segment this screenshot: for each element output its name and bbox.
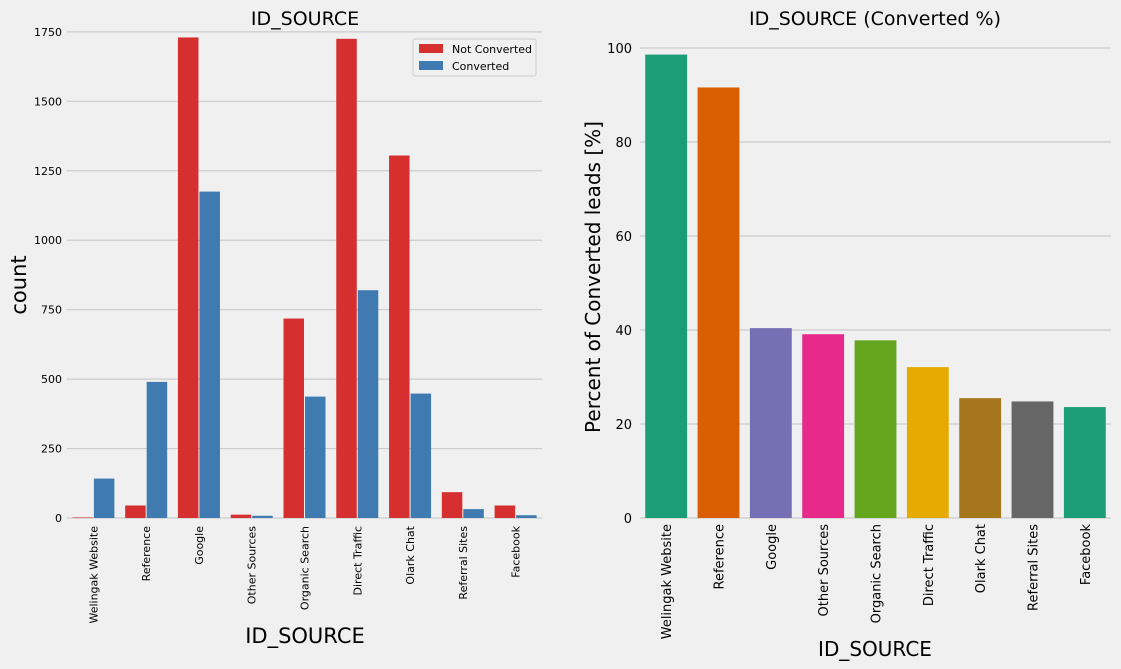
x-tick-label: Olark Chat — [974, 524, 989, 593]
count-chart-title: ID_SOURCE — [251, 8, 359, 30]
legend-swatch-not-converted — [419, 44, 443, 53]
bar-converted-welingak-website — [93, 478, 115, 518]
x-tick-label: Direct Traffic — [922, 524, 937, 606]
converted-percent-chart: 0 20 40 60 80 100 Welingak Website Reference Go… — [581, 8, 1111, 661]
y-tick-label: 80 — [615, 136, 632, 151]
x-tick-label: Other Sources — [817, 524, 832, 617]
x-tick-label: Welingak Website — [87, 526, 100, 624]
x-tick-label: Facebook — [1079, 524, 1094, 586]
count-chart: 0 250 500 750 1000 1250 1500 1750 Welingak Webs… — [7, 8, 542, 649]
x-tick-label: Google — [193, 526, 206, 565]
bar-not-converted-welingak-website — [72, 517, 93, 518]
y-tick-label: 250 — [41, 443, 62, 456]
bar-not-converted-other-sources — [230, 514, 252, 518]
bar-converted-reference — [146, 381, 168, 518]
percent-chart-x-axis-label: ID_SOURCE — [818, 637, 932, 661]
bar-converted-olark-chat — [410, 393, 432, 518]
x-tick-label: Google — [765, 524, 780, 570]
y-tick-label: 1250 — [34, 165, 62, 178]
x-tick-label: Olark Chat — [404, 525, 417, 584]
bar-converted-direct-traffic — [357, 290, 379, 518]
bar-converted-organic-search — [305, 396, 326, 518]
y-tick-label: 0 — [55, 512, 62, 525]
bar-referral-sites — [1011, 401, 1054, 518]
bar-converted-google — [199, 191, 220, 518]
bar-olark-chat — [959, 398, 1002, 518]
y-tick-label: 1000 — [34, 234, 62, 247]
bar-converted-facebook — [516, 515, 537, 518]
y-tick-label: 20 — [615, 418, 632, 433]
x-tick-label: Reference — [140, 526, 153, 582]
x-tick-label: Facebook — [510, 525, 523, 577]
legend-label-not-converted: Not Converted — [452, 43, 532, 56]
bar-converted-referral-sites — [463, 509, 484, 518]
y-tick-label: 60 — [615, 230, 632, 245]
count-chart-grid — [67, 31, 542, 519]
x-tick-label: Other Sources — [246, 526, 259, 605]
y-tick-label: 500 — [41, 373, 62, 386]
y-tick-label: 1750 — [34, 26, 62, 39]
bar-not-converted-google — [177, 37, 199, 518]
bar-direct-traffic — [906, 367, 949, 518]
y-tick-label: 100 — [607, 42, 632, 57]
percent-chart-title: ID_SOURCE (Converted %) — [749, 8, 1001, 30]
x-tick-label: Organic Search — [870, 524, 885, 623]
count-chart-legend: Not Converted Converted — [412, 38, 537, 77]
bar-other-sources — [802, 334, 845, 518]
bar-not-converted-referral-sites — [441, 492, 463, 518]
count-chart-bars — [72, 37, 537, 518]
y-tick-label: 1500 — [34, 95, 62, 108]
count-chart-x-ticks: Welingak Website Reference Google Other Sou… — [87, 525, 522, 623]
bar-organic-search — [854, 340, 897, 518]
bar-not-converted-direct-traffic — [336, 38, 357, 518]
x-tick-label: Reference — [713, 524, 728, 589]
bar-not-converted-olark-chat — [389, 155, 410, 518]
bar-reference — [697, 87, 740, 518]
legend-label-converted: Converted — [452, 60, 509, 73]
bar-not-converted-facebook — [494, 505, 516, 518]
x-tick-label: Welingak Website — [660, 524, 675, 639]
bar-not-converted-organic-search — [283, 318, 304, 518]
percent-chart-y-axis-label: Percent of Converted leads [%] — [581, 121, 605, 433]
x-tick-label: Organic Search — [299, 526, 312, 610]
y-tick-label: 0 — [624, 512, 632, 527]
count-chart-y-ticks: 0 250 500 750 1000 1250 1500 1750 — [34, 26, 62, 525]
bar-not-converted-reference — [125, 505, 146, 518]
y-tick-label: 40 — [615, 324, 632, 339]
count-chart-x-axis-label: ID_SOURCE — [245, 624, 365, 649]
percent-chart-y-ticks: 0 20 40 60 80 100 — [607, 42, 632, 527]
bar-facebook — [1063, 407, 1106, 518]
count-chart-y-axis-label: count — [7, 255, 31, 314]
bar-welingak-website — [645, 54, 688, 519]
legend-frame — [412, 38, 537, 77]
bar-converted-other-sources — [252, 515, 273, 518]
percent-chart-x-ticks: Welingak Website Reference Google Other Sou… — [660, 524, 1094, 640]
percent-chart-bars — [645, 54, 1106, 519]
bar-google — [749, 328, 792, 518]
y-tick-label: 750 — [41, 304, 62, 317]
legend-swatch-converted — [419, 61, 443, 70]
x-tick-label: Direct Traffic — [351, 526, 364, 595]
x-tick-label: Referral Sites — [457, 526, 470, 600]
x-tick-label: Referral Sites — [1027, 524, 1042, 611]
